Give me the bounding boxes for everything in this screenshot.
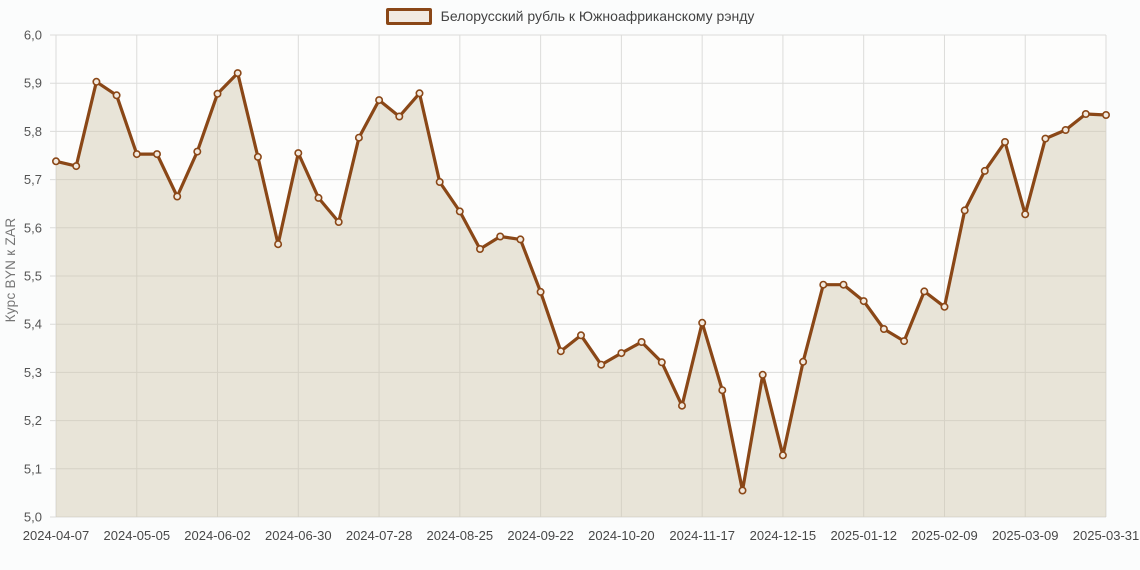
y-axis-tick-label: 5,3 xyxy=(24,365,42,380)
y-axis-tick-label: 5,0 xyxy=(24,510,42,525)
y-axis-title: Курс BYN к ZAR xyxy=(3,217,18,323)
data-point[interactable] xyxy=(455,207,464,216)
data-point[interactable] xyxy=(1081,110,1090,119)
data-point[interactable] xyxy=(940,302,949,311)
data-point[interactable] xyxy=(1061,126,1070,135)
data-point[interactable] xyxy=(657,358,666,367)
y-axis-tick-label: 5,2 xyxy=(24,413,42,428)
data-point[interactable] xyxy=(839,280,848,289)
data-point[interactable] xyxy=(819,280,828,289)
data-point[interactable] xyxy=(718,386,727,395)
data-point[interactable] xyxy=(677,401,686,410)
data-point[interactable] xyxy=(334,218,343,227)
data-point[interactable] xyxy=(233,69,242,78)
data-point[interactable] xyxy=(738,486,747,495)
x-axis-tick-label: 2024-07-28 xyxy=(346,528,413,543)
data-point[interactable] xyxy=(253,152,262,161)
data-point[interactable] xyxy=(597,360,606,369)
x-axis-tick-label: 2024-06-30 xyxy=(265,528,332,543)
series-area-fill xyxy=(56,73,1106,517)
data-point[interactable] xyxy=(536,287,545,296)
data-point[interactable] xyxy=(637,337,646,346)
data-point[interactable] xyxy=(72,162,81,171)
data-point[interactable] xyxy=(193,147,202,156)
data-point[interactable] xyxy=(375,96,384,105)
data-point[interactable] xyxy=(1000,138,1009,147)
data-point[interactable] xyxy=(1102,111,1111,120)
x-axis-tick-label: 2024-04-07 xyxy=(23,528,90,543)
data-point[interactable] xyxy=(173,192,182,201)
data-point[interactable] xyxy=(900,337,909,346)
y-axis-tick-label: 6,0 xyxy=(24,28,42,43)
data-point[interactable] xyxy=(274,240,283,249)
data-point[interactable] xyxy=(435,178,444,187)
data-point[interactable] xyxy=(112,91,121,100)
x-axis-tick-label: 2024-09-22 xyxy=(507,528,574,543)
x-axis-tick-label: 2025-03-31 xyxy=(1073,528,1140,543)
y-axis-tick-label: 5,6 xyxy=(24,220,42,235)
data-point[interactable] xyxy=(314,193,323,202)
legend-series-label: Белорусский рубль к Южноафриканскому рэн… xyxy=(440,8,755,24)
y-axis-tick-label: 5,9 xyxy=(24,76,42,91)
data-point[interactable] xyxy=(920,287,929,296)
x-axis-tick-label: 2025-01-12 xyxy=(830,528,897,543)
data-point[interactable] xyxy=(1021,210,1030,219)
y-axis-tick-label: 5,1 xyxy=(24,461,42,476)
data-point[interactable] xyxy=(475,245,484,254)
data-point[interactable] xyxy=(153,150,162,159)
x-axis-tick-label: 2025-02-09 xyxy=(911,528,978,543)
x-axis-tick-label: 2024-10-20 xyxy=(588,528,655,543)
data-point[interactable] xyxy=(395,112,404,121)
x-axis-tick-label: 2024-08-25 xyxy=(427,528,494,543)
data-point[interactable] xyxy=(879,324,888,333)
data-point[interactable] xyxy=(980,166,989,175)
data-point[interactable] xyxy=(859,297,868,306)
data-point[interactable] xyxy=(92,77,101,86)
data-point[interactable] xyxy=(960,206,969,215)
data-point[interactable] xyxy=(799,357,808,366)
data-point[interactable] xyxy=(617,349,626,358)
data-point[interactable] xyxy=(354,133,363,142)
data-point[interactable] xyxy=(132,150,141,159)
data-point[interactable] xyxy=(758,370,767,379)
data-point[interactable] xyxy=(698,318,707,327)
data-point[interactable] xyxy=(576,331,585,340)
y-axis-tick-label: 5,7 xyxy=(24,172,42,187)
data-point[interactable] xyxy=(51,157,60,166)
x-axis-tick-label: 2024-05-05 xyxy=(104,528,171,543)
data-point[interactable] xyxy=(213,89,222,98)
x-axis-tick-label: 2024-11-17 xyxy=(669,528,735,543)
legend-swatch-icon xyxy=(385,7,432,25)
data-point[interactable] xyxy=(556,347,565,356)
x-axis-tick-label: 2025-03-09 xyxy=(992,528,1059,543)
data-point[interactable] xyxy=(415,89,424,98)
y-axis-tick-label: 5,4 xyxy=(24,317,42,332)
y-axis-tick-label: 5,5 xyxy=(24,269,42,284)
chart-legend[interactable]: Белорусский рубль к Южноафриканскому рэн… xyxy=(0,5,1140,27)
x-axis-tick-label: 2024-12-15 xyxy=(750,528,817,543)
x-axis-tick-label: 2024-06-02 xyxy=(184,528,251,543)
data-point[interactable] xyxy=(496,232,505,241)
y-axis-tick-label: 5,8 xyxy=(24,124,42,139)
data-point[interactable] xyxy=(516,235,525,244)
data-point[interactable] xyxy=(1041,134,1050,143)
data-point[interactable] xyxy=(778,451,787,460)
data-point[interactable] xyxy=(294,149,303,158)
